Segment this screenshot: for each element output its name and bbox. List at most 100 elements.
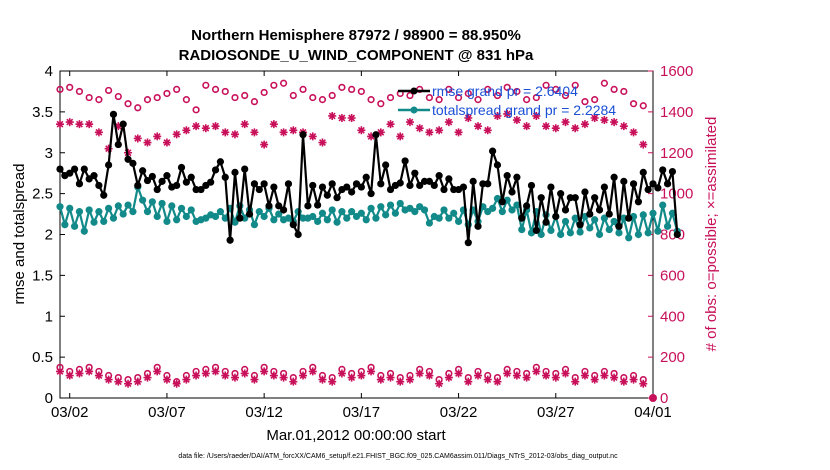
obs-possible-point <box>639 376 647 384</box>
obs-possible-point <box>532 93 540 102</box>
obs-assimilated-point <box>425 128 434 137</box>
obs-possible-point <box>260 88 268 97</box>
y-axis-right-ticks: 0 200 400 600 800 1000 1200 1400 1600 <box>648 63 693 407</box>
obs-assimilated-point <box>415 124 424 133</box>
obs-possible-point <box>299 85 307 93</box>
obs-assimilated-point <box>65 118 74 127</box>
obs-assimilated-point <box>444 373 453 382</box>
spread-point <box>435 214 443 222</box>
rmse-point <box>66 169 74 177</box>
rmse-point <box>250 180 259 188</box>
rmse-point <box>552 212 560 221</box>
spread-point <box>362 216 370 224</box>
obs-assimilated-point <box>269 371 278 380</box>
rmse-point <box>323 191 331 199</box>
obs-assimilated-point <box>425 371 434 380</box>
spread-point <box>357 209 365 217</box>
obs-assimilated-point <box>94 128 103 137</box>
y-right-tick-label: 800 <box>660 227 685 244</box>
rmse-point <box>357 183 365 191</box>
obs-assimilated-point <box>580 120 589 129</box>
y-right-tick-label: 600 <box>660 267 685 284</box>
obs-possible-point <box>377 371 385 380</box>
rmse-point <box>663 180 672 188</box>
rmse-point <box>245 210 254 218</box>
obs-possible-point <box>629 100 638 108</box>
rmse-point <box>440 185 448 194</box>
rmse-point <box>90 172 98 180</box>
obs-assimilated-point <box>269 120 278 129</box>
data-file-footer: data file: /Users/raeder/DAI/ATM_forcXX/… <box>178 453 618 460</box>
rmse-point <box>411 169 419 177</box>
spread-point <box>221 214 229 222</box>
rmse-point <box>557 190 565 198</box>
obs-assimilated-point <box>56 367 64 376</box>
series-totalspread <box>56 183 681 242</box>
rmse-point <box>294 230 302 239</box>
obs-assimilated-point <box>114 377 123 386</box>
obs-assimilated-point <box>367 132 376 141</box>
obs-assimilated-point <box>328 377 337 386</box>
spread-point <box>367 204 375 212</box>
rmse-point <box>625 214 633 222</box>
rmse-point <box>139 167 147 175</box>
obs-assimilated-point <box>619 377 628 386</box>
rmse-point <box>513 173 521 181</box>
spread-point <box>615 229 623 237</box>
spread-point <box>333 218 341 226</box>
spread-point <box>425 219 434 227</box>
spread-point <box>250 221 259 229</box>
rmse-point <box>255 185 263 194</box>
obs-possible-point <box>182 96 190 104</box>
rmse-point <box>435 172 443 180</box>
obs-possible-point <box>474 367 482 376</box>
spread-point <box>537 230 545 239</box>
rmse-point <box>401 157 409 165</box>
obs-assimilated-point <box>561 118 570 127</box>
obs-possible-point <box>56 85 64 93</box>
obs-possible-point <box>114 373 122 382</box>
obs-possible-point <box>202 365 210 373</box>
x-tick-label: 03/07 <box>148 404 186 421</box>
rmse-point <box>576 221 584 229</box>
rmse-point <box>173 181 181 190</box>
rmse-point <box>362 173 370 181</box>
obs-assimilated-point <box>192 371 201 380</box>
obs-assimilated-point <box>357 126 366 135</box>
spread-point <box>561 217 570 226</box>
spread-point <box>518 225 526 234</box>
obs-possible-point <box>425 93 434 102</box>
obs-possible-point <box>435 376 443 384</box>
spread-point <box>80 227 88 235</box>
x-tick-label: 03/17 <box>343 404 381 421</box>
rmse-point <box>503 172 511 180</box>
spread-point <box>90 218 98 226</box>
obs-possible-point <box>484 371 492 380</box>
obs-possible-point <box>610 85 618 93</box>
rmse-point <box>70 165 79 173</box>
obs-assimilated-point <box>600 116 609 125</box>
rmse-point <box>425 177 434 185</box>
obs-possible-point <box>163 371 171 380</box>
rmse-point <box>158 177 166 185</box>
obs-possible-point <box>270 81 278 89</box>
x-tick-label: 03/22 <box>440 404 478 421</box>
spread-point <box>610 217 618 226</box>
obs-assimilated-point <box>221 128 230 137</box>
obs-possible-point <box>571 81 579 89</box>
obs-assimilated-point <box>629 128 638 137</box>
spread-point <box>163 217 171 226</box>
spread-point <box>634 230 643 239</box>
rmse-point <box>372 131 380 139</box>
obs-possible-point <box>493 91 502 100</box>
spread-point <box>323 216 331 224</box>
spread-point <box>377 203 385 211</box>
obs-assimilated-point <box>512 371 521 380</box>
obs-assimilated-point <box>347 373 356 382</box>
obs-assimilated-point <box>561 369 570 378</box>
obs-possible-point <box>309 93 317 102</box>
rmse-point <box>80 165 88 173</box>
obs-assimilated-point <box>279 128 288 137</box>
spread-point <box>173 216 181 224</box>
rmse-point <box>314 201 322 209</box>
